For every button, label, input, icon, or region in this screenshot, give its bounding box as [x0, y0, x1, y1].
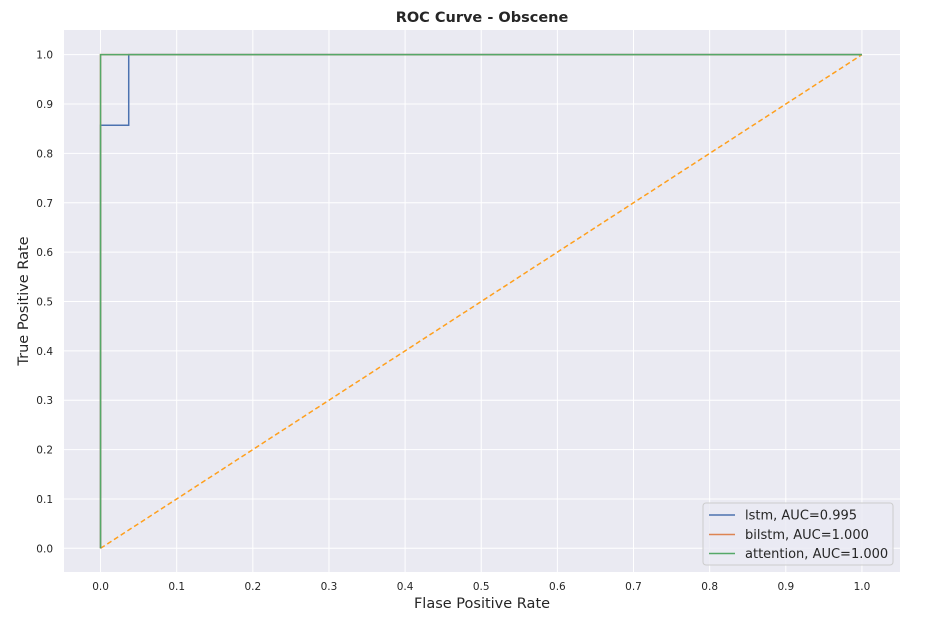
reference-diagonal-line [100, 54, 863, 549]
x-tick-label: 0.8 [701, 581, 718, 593]
x-tick-label: 0.1 [168, 581, 185, 593]
x-tick-label: 1.0 [854, 581, 871, 593]
series-lines [99, 53, 863, 549]
x-tick-label: 0.5 [473, 581, 490, 593]
x-axis-label: Flase Positive Rate [414, 596, 550, 612]
x-tick-label: 0.9 [777, 581, 794, 593]
y-tick-label: 0.7 [36, 198, 53, 210]
y-tick-label: 0.5 [36, 296, 53, 308]
x-tick-label: 0.6 [549, 581, 566, 593]
y-tick-label: 0.1 [36, 494, 53, 506]
legend-entry-lstm: lstm, AUC=0.995 [745, 509, 857, 524]
legend-entry-bilstm: bilstm, AUC=1.000 [745, 528, 869, 543]
x-tick-label: 0.4 [397, 581, 414, 593]
legend-entry-attention: attention, AUC=1.000 [745, 547, 888, 562]
x-tick-labels: 0.0 0.1 0.2 0.3 0.4 0.5 0.6 0.7 0.8 0.9 1.0 [92, 581, 870, 593]
y-axis-label: True Positive Rate [16, 236, 32, 366]
y-tick-label: 0.2 [36, 445, 53, 457]
x-tick-label: 0.3 [321, 581, 338, 593]
y-tick-label: 1.0 [36, 50, 53, 62]
legend-box [702, 502, 894, 566]
series-line-attention [99, 53, 862, 549]
x-tick-label: 0.0 [92, 581, 109, 593]
x-tick-label: 0.7 [625, 581, 642, 593]
y-tick-label: 0.3 [36, 395, 53, 407]
chart-title: ROC Curve - Obscene [396, 10, 569, 26]
y-tick-label: 0.8 [36, 148, 53, 160]
y-tick-label: 0.0 [36, 543, 53, 555]
x-tick-label: 0.2 [244, 581, 261, 593]
y-tick-labels: 0.0 0.1 0.2 0.3 0.4 0.5 0.6 0.7 0.8 0.9 1.0 [36, 50, 53, 556]
y-tick-label: 0.9 [36, 99, 53, 111]
y-tick-label: 0.6 [36, 247, 53, 259]
y-tick-label: 0.4 [36, 346, 53, 358]
legend: lstm, AUC=0.995 bilstm, AUC=1.000 attent… [702, 502, 894, 566]
